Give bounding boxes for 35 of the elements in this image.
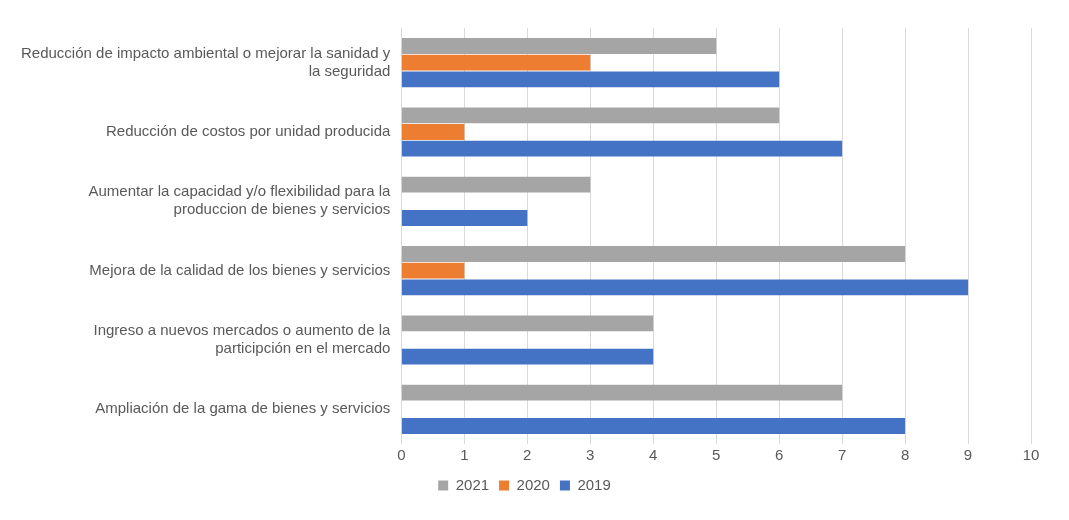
- legend-label: 2020: [516, 475, 550, 493]
- bar: [401, 418, 906, 434]
- bar: [401, 176, 591, 193]
- bar: [401, 246, 906, 262]
- x-tick-label: 8: [900, 446, 910, 464]
- x-tick-label: 4: [649, 446, 658, 464]
- y-tick-label: Reducción de costos por unidad producida: [106, 122, 392, 140]
- bar: [401, 54, 591, 71]
- y-tick-label: Ampliación de la gama de bienes y servicios: [95, 399, 391, 417]
- bar: [401, 71, 780, 88]
- bar: [401, 384, 843, 401]
- x-tick-label: 7: [837, 446, 847, 464]
- bar: [401, 38, 717, 54]
- x-tick-label: 10: [1022, 446, 1040, 464]
- y-tick-label: Reducción de impacto ambiental o mejorar la sanidad y la seguridad: [20, 43, 391, 79]
- bar: [401, 140, 843, 157]
- legend-label: 2021: [455, 475, 490, 493]
- bar: [401, 107, 780, 124]
- x-tick-label: 6: [774, 446, 784, 464]
- y-tick-label: Mejora de la calidad de los bienes y servicios: [89, 260, 391, 278]
- x-tick-label: 1: [460, 446, 469, 464]
- bar: [401, 315, 654, 332]
- legend-label: 2019: [577, 475, 611, 493]
- x-tick-label: 2: [523, 446, 532, 464]
- bar: [401, 279, 969, 296]
- x-tick-label: 9: [963, 446, 973, 464]
- x-tick-label: 3: [586, 446, 595, 464]
- bar: [401, 210, 528, 226]
- x-tick-label: 5: [712, 446, 721, 464]
- y-tick-label: Ingreso a nuevos mercados o aumento de la participción en el mercado: [93, 321, 392, 357]
- bar: [401, 348, 654, 365]
- bar: [401, 262, 465, 279]
- x-tick-label: 0: [397, 446, 406, 464]
- y-tick-label: Aumentar la capacidad y/o flexibilidad para la produccion de bienes y servicios: [88, 182, 392, 218]
- bar: [401, 124, 465, 140]
